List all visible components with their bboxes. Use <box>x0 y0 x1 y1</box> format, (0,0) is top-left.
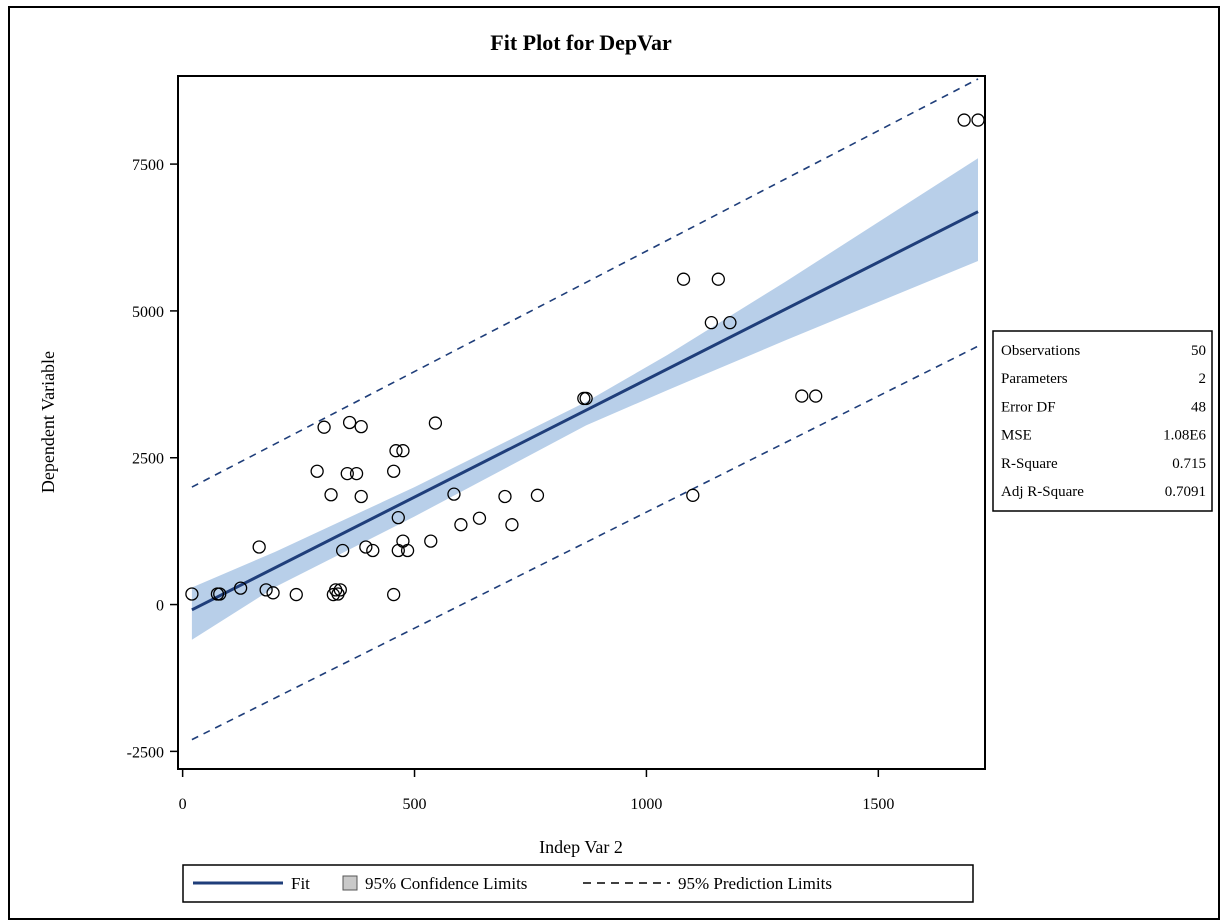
data-point <box>333 583 347 597</box>
legend-confidence-swatch <box>342 875 358 891</box>
data-point <box>396 444 410 458</box>
data-point <box>428 416 443 430</box>
x-tick-label: 1500 <box>862 796 894 813</box>
stats-value: 0.715 <box>1172 456 1206 472</box>
stats-label: Adj R-Square <box>1001 484 1084 500</box>
data-point <box>359 540 373 554</box>
data-point <box>686 488 700 502</box>
legend: Fit 95% Confidence Limits 95% Prediction… <box>182 864 974 903</box>
confidence-band-layer <box>191 158 978 640</box>
y-tick-label: 0 <box>156 598 164 615</box>
data-point <box>252 540 266 554</box>
data-point <box>387 464 401 478</box>
y-axis-label: Dependent Variable <box>38 351 58 493</box>
data-point <box>971 113 985 127</box>
data-point <box>387 587 401 602</box>
data-point <box>233 581 248 595</box>
data-point <box>809 389 823 403</box>
stats-label: MSE <box>1001 428 1032 444</box>
data-point <box>704 316 719 330</box>
data-point <box>957 113 971 127</box>
data-point <box>366 543 380 558</box>
legend-fit-label: Fit <box>291 874 310 893</box>
data-point <box>795 389 809 403</box>
y-tick-label: 5000 <box>132 304 164 321</box>
stats-value: 50 <box>1191 343 1206 359</box>
data-point <box>579 391 593 406</box>
y-axis: -2500 0 2500 5000 7500 <box>127 157 178 761</box>
stats-border <box>992 330 1213 512</box>
plot-area <box>177 75 986 770</box>
y-tick-label: -2500 <box>127 744 164 761</box>
data-point <box>335 543 350 558</box>
confidence-band <box>191 158 978 640</box>
x-tick-label: 0 <box>179 796 187 813</box>
data-point <box>472 511 487 525</box>
x-axis: 0 500 1000 1500 <box>179 769 894 813</box>
prediction-lower-line <box>191 345 979 741</box>
stats-label: R-Square <box>1001 456 1058 472</box>
x-axis-label: Indep Var 2 <box>539 837 623 857</box>
stats-value: 48 <box>1191 399 1206 415</box>
chart-frame: Fit Plot for DepVar 0 500 1000 1500 -2500 0 2… <box>8 6 1220 920</box>
fit-statistics-table: Observations 50 Parameters 2 Error DF 48 MSE 1.… <box>992 330 1213 512</box>
stats-label: Observations <box>1001 343 1080 359</box>
data-point <box>530 488 545 502</box>
data-point <box>266 586 280 600</box>
data-point <box>317 420 331 434</box>
data-point <box>354 489 368 504</box>
data-point <box>289 587 303 602</box>
data-point <box>400 543 415 558</box>
data-point <box>447 487 461 501</box>
data-point <box>259 583 273 597</box>
legend-border <box>182 864 974 903</box>
data-point <box>424 534 438 548</box>
data-point <box>354 419 368 434</box>
data-point <box>498 489 512 504</box>
data-point <box>310 464 324 478</box>
data-point <box>396 534 410 548</box>
x-tick-label: 1000 <box>630 796 662 813</box>
stats-value: 2 <box>1199 371 1207 387</box>
y-tick-label: 7500 <box>132 157 164 174</box>
x-tick-label: 500 <box>403 796 427 813</box>
stats-value: 1.08E6 <box>1163 428 1206 444</box>
data-point <box>711 272 725 286</box>
data-point <box>349 466 364 481</box>
data-point <box>454 518 468 532</box>
data-point <box>342 415 357 430</box>
legend-prediction-label: 95% Prediction Limits <box>678 874 832 893</box>
data-point <box>723 316 737 330</box>
data-point <box>213 587 227 601</box>
data-point <box>505 518 519 532</box>
stats-value: 0.7091 <box>1165 484 1206 500</box>
fit-plot: Fit Plot for DepVar 0 500 1000 1500 -2500 0 2… <box>38 30 1213 903</box>
data-point <box>324 488 338 502</box>
chart-title: Fit Plot for DepVar <box>490 30 672 55</box>
data-point <box>391 510 405 525</box>
plot-border <box>177 75 986 770</box>
stats-label: Error DF <box>1001 399 1056 415</box>
data-points-layer <box>185 113 985 602</box>
prediction-upper-line <box>191 78 979 488</box>
data-point <box>185 587 199 601</box>
data-point <box>340 466 354 481</box>
y-tick-label: 2500 <box>132 451 164 468</box>
data-point <box>389 444 403 458</box>
data-point <box>676 272 691 286</box>
stats-label: Parameters <box>1001 371 1068 387</box>
prediction-limits-layer <box>191 78 979 741</box>
fit-line-layer <box>191 210 979 612</box>
legend-confidence-label: 95% Confidence Limits <box>365 874 527 893</box>
fit-line <box>191 210 979 612</box>
